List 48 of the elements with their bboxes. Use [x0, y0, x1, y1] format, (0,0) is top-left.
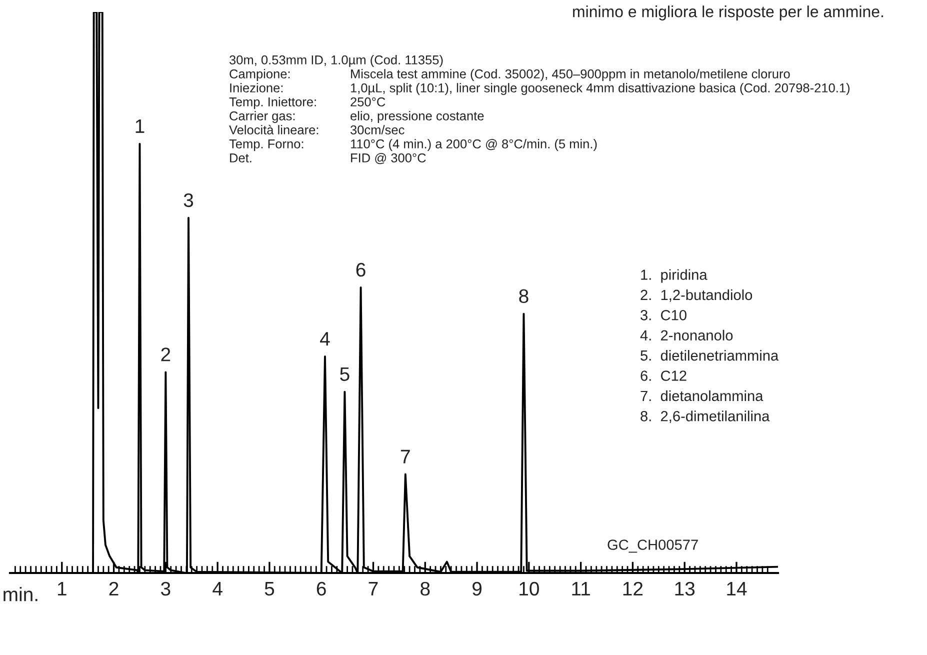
annotation: GC_CH00577 — [608, 540, 698, 553]
annotation: 30m, 0.53mm ID, 1.0µm (Cod. 11355) — [229, 55, 443, 67]
annotation: 1 — [136, 119, 144, 133]
annotation: 2. 1,2-butandiolo — [640, 289, 752, 302]
x-tick-label: 4 — [212, 582, 222, 596]
annotation: 4. 2-nonanolo — [640, 330, 733, 341]
x-tick-label: 14 — [727, 582, 747, 596]
annotation: Campione: — [230, 69, 290, 81]
x-tick-label: 9 — [472, 582, 482, 596]
x-tick-label: 6 — [316, 582, 326, 596]
annotation: Iniezione: — [230, 83, 283, 92]
annotation: 7 — [401, 450, 410, 464]
annotation: 3 — [184, 193, 194, 208]
annotation: 2 — [161, 348, 170, 362]
annotation: Temp. Iniettore: — [229, 97, 316, 109]
annotation: Carrier gas: — [230, 111, 295, 123]
annotation: 4 — [320, 332, 330, 346]
x-tick-label: 11 — [572, 582, 590, 596]
x-tick-label: 2 — [109, 582, 118, 596]
annotation: elio, pressione costante — [350, 111, 484, 123]
annotation: 30cm/sec — [350, 125, 404, 134]
annotation: 6 — [356, 262, 366, 277]
annotation: 8. 2,6-dimetilanilina — [640, 410, 770, 424]
annotation: 110°C (4 min.) a 200°C @ 8°C/min. (5 min.) — [350, 139, 597, 151]
annotation: Temp. Forno: — [229, 140, 304, 151]
annotation: 8 — [519, 289, 528, 304]
annotation: 1. piridina — [641, 269, 708, 283]
annotation: 5. dietilenetriammina — [640, 350, 779, 361]
x-tick-label: 13 — [675, 582, 695, 596]
annotation: 3. C10 — [640, 310, 686, 320]
annotation: 5 — [340, 367, 350, 382]
annotation: Det. — [230, 154, 252, 162]
x-axis-title: min. — [4, 587, 38, 602]
annotation: Velocità lineare: — [229, 124, 318, 134]
x-tick-label: 10 — [520, 582, 539, 596]
annotation: Miscela test ammine (Cod. 35002), 450–900ppm in metanolo/metilene cloruro — [351, 69, 790, 81]
x-tick-label: 8 — [420, 582, 430, 596]
annotation: FID @ 300°C — [351, 153, 426, 164]
x-tick-label: 5 — [264, 582, 274, 596]
x-tick-label: 3 — [161, 582, 170, 596]
annotation: 1,0µL, split (10:1), liner single gooseneck 4mm disattivazione basica (Cod. 20798-210.1) — [350, 83, 850, 95]
annotation: 250°C — [350, 97, 386, 106]
annotation: 6. C12 — [640, 370, 686, 381]
x-tick-label: 7 — [368, 582, 378, 596]
x-tick-label: 1 — [58, 582, 66, 596]
chart-title: minimo e migliora le risposte per le ammine. — [573, 6, 883, 20]
x-tick-label: 12 — [623, 582, 643, 596]
annotation: 7. dietanolammina — [640, 390, 764, 402]
